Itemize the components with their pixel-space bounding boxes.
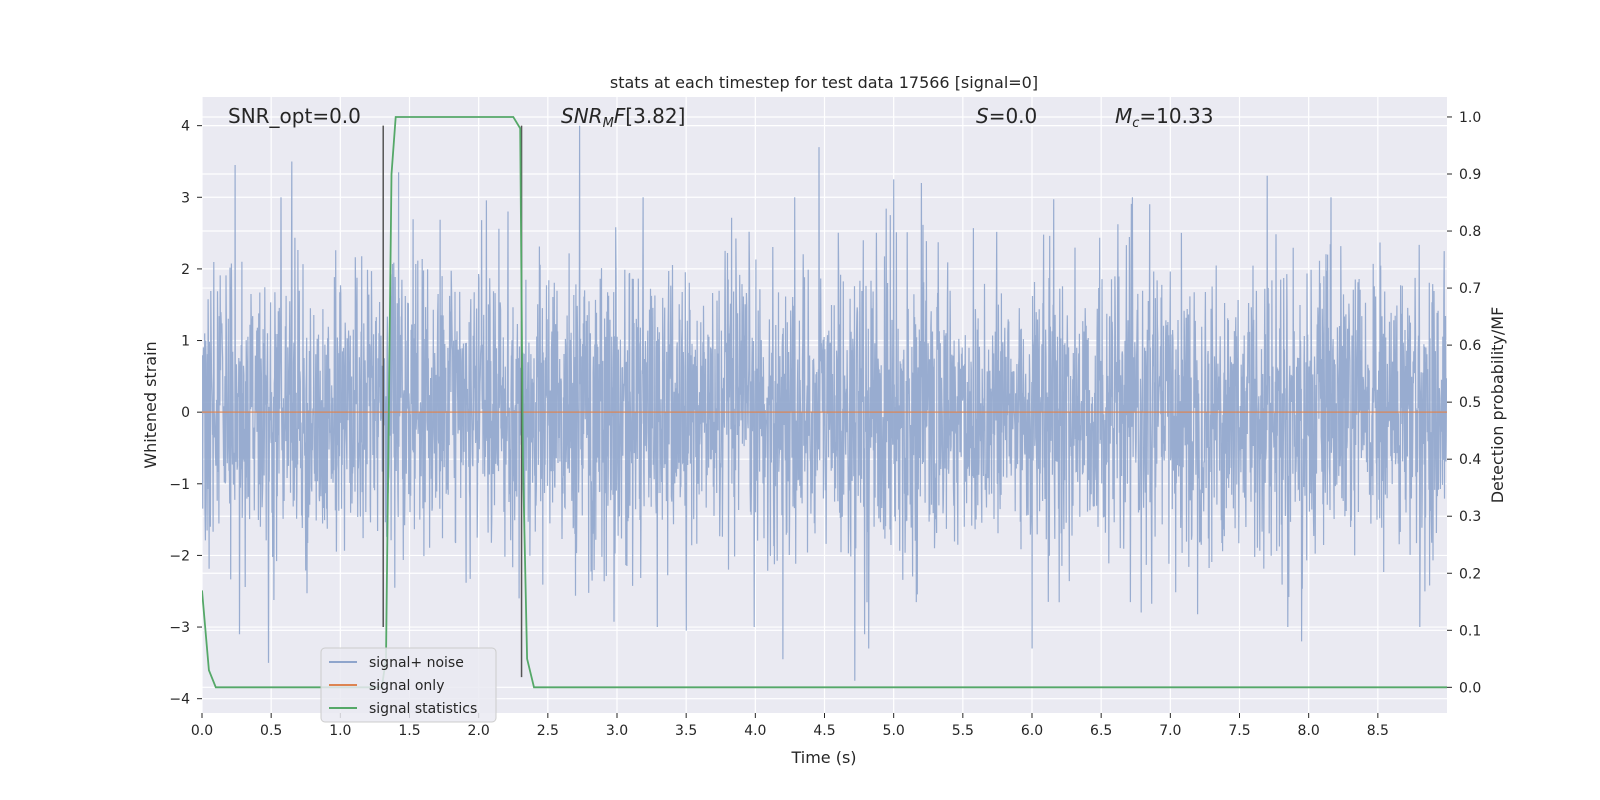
- x-tick-label: 3.0: [606, 723, 628, 739]
- y-tick-label: −2: [169, 548, 190, 564]
- x-tick-label: 4.0: [744, 723, 766, 739]
- x-tick-label: 2.0: [468, 723, 490, 739]
- series-signal-statistics: [202, 116, 1447, 689]
- y2-tick-label: 0.0: [1459, 680, 1481, 696]
- legend: signal+ noise signal only signal statistic…: [320, 647, 497, 723]
- x-tick-label: 6.0: [1021, 723, 1043, 739]
- y2-tick-label: 0.5: [1459, 395, 1481, 411]
- y2-tick-label: 0.1: [1459, 623, 1481, 639]
- legend-label: signal statistics: [369, 701, 477, 717]
- y-tick-label: −3: [169, 620, 190, 636]
- x-tick-label: 1.5: [398, 723, 420, 739]
- annotation-snr-opt: SNR_opt=0.0: [228, 104, 361, 128]
- y2-tick-label: 0.4: [1459, 452, 1481, 468]
- y-tick-label: 4: [181, 119, 190, 135]
- y-tick-label: 1: [181, 334, 190, 350]
- x-tick-label: 6.5: [1090, 723, 1112, 739]
- x-tick-label: 4.5: [813, 723, 835, 739]
- y2-tick-label: 0.2: [1459, 566, 1481, 582]
- y2-tick-label: 0.6: [1459, 338, 1481, 354]
- y2-tick-label: 1.0: [1459, 110, 1481, 126]
- y-tick-label: −1: [169, 477, 190, 493]
- x-tick-label: 8.5: [1367, 723, 1389, 739]
- x-tick-label: 7.0: [1159, 723, 1181, 739]
- x-tick-label: 1.0: [329, 723, 351, 739]
- y-axis-label: Whitened strain: [141, 341, 160, 468]
- legend-label: signal only: [369, 678, 444, 694]
- y2-tick-label: 0.7: [1459, 281, 1481, 297]
- x-tick-label: 2.5: [537, 723, 559, 739]
- x-tick-label: 5.0: [883, 723, 905, 739]
- y-tick-label: −4: [169, 692, 190, 708]
- annotation-mc: Mc=10.33: [1115, 104, 1213, 131]
- x-axis-label: Time (s): [790, 748, 856, 767]
- x-tick-label: 3.5: [675, 723, 697, 739]
- y-tick-label: 2: [181, 262, 190, 278]
- y2-tick-label: 0.3: [1459, 509, 1481, 525]
- y2-tick-label: 0.9: [1459, 167, 1481, 183]
- x-tick-label: 0.0: [191, 723, 213, 739]
- x-tick-label: 0.5: [260, 723, 282, 739]
- legend-label: signal+ noise: [369, 655, 464, 671]
- annotation-snr-mf: SNRMF[3.82]: [561, 104, 685, 131]
- x-tick-label: 5.5: [952, 723, 974, 739]
- y2-tick-label: 0.8: [1459, 224, 1481, 240]
- legend-box: [320, 647, 497, 723]
- y-tick-label: 3: [181, 190, 190, 206]
- ticks: 0.0 0.5 1.0 1.5 2.0 2.5 3.0 3.5 4.0 4.5 5.0 5.5 6.0 6…: [169, 110, 1481, 739]
- x-tick-label: 8.0: [1298, 723, 1320, 739]
- series-signal-noise: [202, 125, 1447, 681]
- annotation-s: S=0.0: [976, 104, 1037, 128]
- chart-title: stats at each timestep for test data 175…: [610, 73, 1038, 92]
- y2-axis-label: Detection probability/MF: [1488, 307, 1507, 504]
- x-tick-label: 7.5: [1228, 723, 1250, 739]
- y-tick-label: 0: [181, 405, 190, 421]
- series-layer: [202, 116, 1447, 689]
